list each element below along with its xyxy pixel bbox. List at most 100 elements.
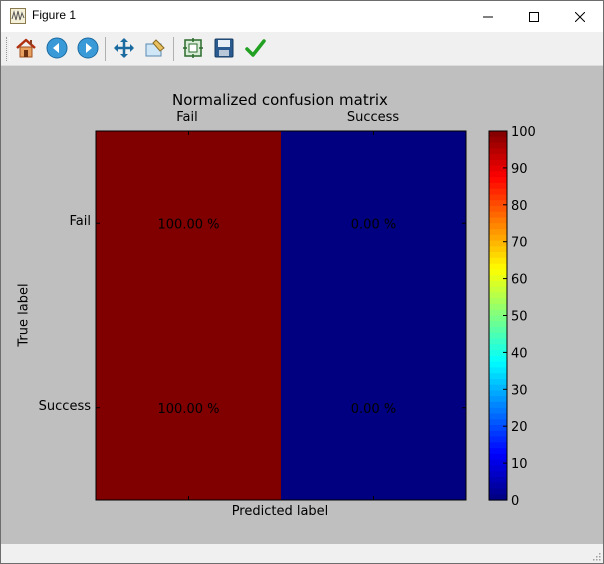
subplots-button[interactable] <box>180 35 206 61</box>
colorbar-segment <box>489 338 507 345</box>
colorbar-tick-label: 80 <box>511 199 528 214</box>
matrix-frame <box>95 130 467 501</box>
colorbar-segment <box>489 292 507 299</box>
colorbar-tick-label: 20 <box>511 420 528 435</box>
colorbar-tick-label: 100 <box>511 125 536 140</box>
toolbar-grip[interactable] <box>6 37 10 61</box>
colorbar-tick-label: 50 <box>511 310 528 325</box>
colorbar-tick-label: 40 <box>511 346 528 361</box>
home-button[interactable] <box>13 35 39 61</box>
colorbar-segment <box>489 234 507 242</box>
colorbar-segment <box>489 286 507 294</box>
forward-button[interactable] <box>75 35 101 61</box>
minimize-button[interactable] <box>465 1 511 32</box>
colorbar-segment <box>489 327 507 334</box>
maximize-icon <box>529 11 539 22</box>
close-button[interactable] <box>557 1 603 32</box>
colorbar-segment <box>489 229 507 236</box>
colorbar-segment <box>489 211 507 219</box>
colorbar-segment <box>489 471 507 478</box>
colorbar-segment <box>489 384 507 392</box>
colorbar-segment <box>489 413 507 420</box>
colorbar-segment <box>489 419 507 426</box>
colorbar-tick-label: 70 <box>511 236 528 251</box>
move-arrows-icon <box>114 38 134 58</box>
matrix-cell <box>281 315 466 500</box>
colorbar-segment <box>489 182 507 190</box>
colorbar-tick-label: 90 <box>511 162 528 177</box>
colorbar-segment <box>489 275 507 282</box>
back-button[interactable] <box>44 35 70 61</box>
cell-value-label: 100.00 % <box>158 217 220 232</box>
back-arrow-icon <box>46 37 68 59</box>
matrix-cell <box>281 131 466 316</box>
colorbar-segment <box>489 269 507 276</box>
zoom-rect-icon <box>145 39 165 57</box>
colorbar-segment <box>489 476 507 484</box>
colorbar-segment <box>489 165 507 172</box>
colorbar-segment <box>489 315 507 322</box>
colorbar-segment <box>489 407 507 415</box>
floppy-disk-icon <box>214 38 234 58</box>
minimize-icon <box>483 16 493 17</box>
y-tick-label: Success <box>38 399 91 414</box>
colorbar-segment <box>489 298 507 305</box>
colorbar-segment <box>489 344 507 351</box>
colorbar-segment <box>489 453 507 461</box>
colorbar-segment <box>489 488 507 495</box>
chart-title: Normalized confusion matrix <box>172 91 388 109</box>
figure-canvas[interactable]: Normalized confusion matrix Fail Success… <box>1 66 603 544</box>
toolbar <box>1 32 603 66</box>
colorbar-segment <box>489 396 507 403</box>
colorbar-segment <box>489 361 507 368</box>
colorbar-tick-label: 10 <box>511 457 528 472</box>
status-bar <box>1 544 603 563</box>
colorbar-segment <box>489 280 507 288</box>
colorbar-tick-label: 0 <box>511 494 519 509</box>
colorbar-segment <box>489 442 507 449</box>
colorbar-segment <box>489 401 507 409</box>
colorbar-segment <box>489 309 507 317</box>
resize-grip-icon[interactable] <box>591 551 601 561</box>
edit-button[interactable] <box>242 35 268 61</box>
title-bar: Figure 1 <box>1 1 603 32</box>
colorbar-segment <box>489 223 507 230</box>
colorbar-segment <box>489 332 507 340</box>
colorbar-segment <box>489 425 507 432</box>
colorbar-segment <box>489 142 507 149</box>
colorbar-segment <box>489 373 507 380</box>
colorbar-segment <box>489 378 507 386</box>
colorbar-segment <box>489 355 507 363</box>
colorbar-segment <box>489 154 507 161</box>
close-icon <box>575 11 585 22</box>
cell-value-label: 0.00 % <box>351 217 396 232</box>
colorbar-segment <box>489 465 507 472</box>
colorbar-segment <box>489 350 507 357</box>
colorbar-segment <box>489 217 507 224</box>
colorbar-segment <box>489 136 507 144</box>
colorbar-segment <box>489 494 507 501</box>
colorbar-segment <box>489 148 507 155</box>
save-button[interactable] <box>211 35 237 61</box>
checkmark-icon <box>245 39 266 57</box>
colorbar-segment <box>489 448 507 455</box>
toolbar-separator <box>105 37 106 61</box>
y-tick-label: Fail <box>69 214 91 229</box>
confusion-matrix: 100.00 % 0.00 % 100.00 % 0.00 % 0 10 20 30 40 50 6… <box>95 125 536 509</box>
colorbar-segment <box>489 390 507 397</box>
zoom-button[interactable] <box>142 35 168 61</box>
app-icon <box>10 8 26 24</box>
colorbar-segment <box>489 367 507 374</box>
maximize-button[interactable] <box>511 1 557 32</box>
matrix-cell <box>96 315 281 500</box>
colorbar-segment <box>489 159 507 167</box>
cell-value-label: 100.00 % <box>158 402 220 417</box>
pan-button[interactable] <box>111 35 137 61</box>
colorbar-segment <box>489 177 507 184</box>
colorbar-segment <box>489 246 507 253</box>
window-title: Figure 1 <box>32 8 77 22</box>
x-tick-label: Fail <box>176 110 198 125</box>
colorbar-segment <box>489 252 507 259</box>
colorbar-segment <box>489 257 507 265</box>
